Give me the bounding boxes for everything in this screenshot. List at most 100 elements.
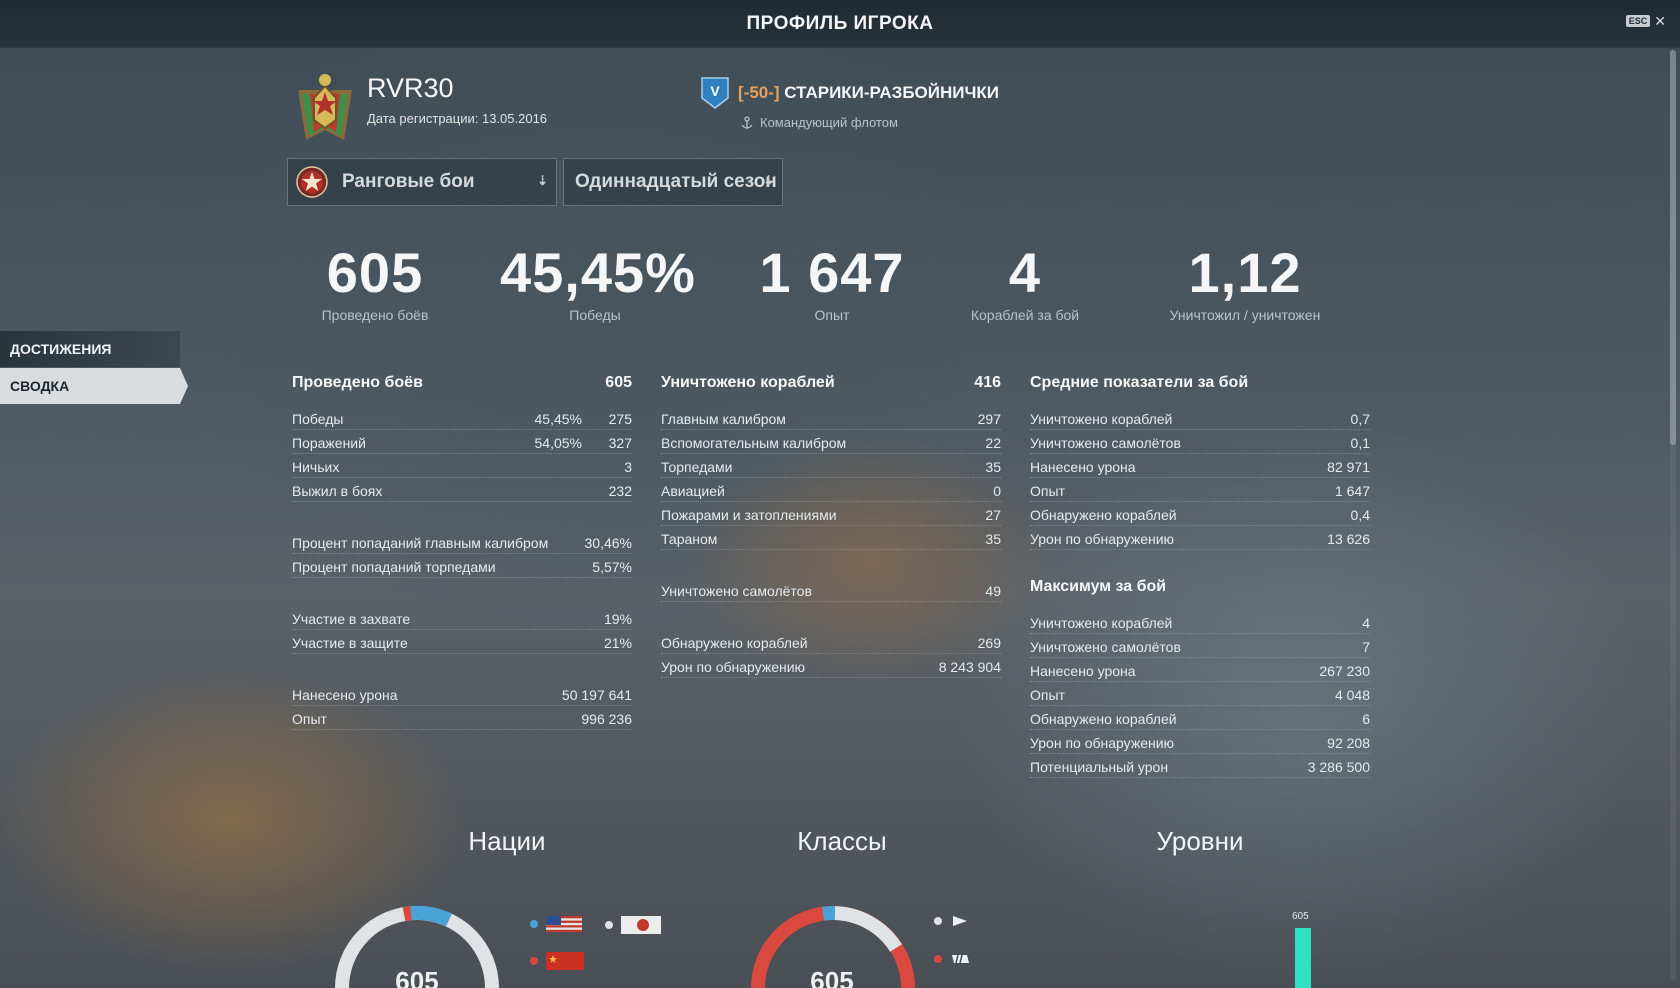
clan-name: СТАРИКИ-РАЗБОЙНИЧКИ bbox=[784, 83, 1000, 102]
battle-type-dropdown[interactable]: Ранговые бои ⇣ bbox=[287, 158, 557, 206]
battle-type-label: Ранговые бои bbox=[342, 171, 475, 192]
table-row: Потенциальный урон 3 286 500 bbox=[1030, 754, 1370, 778]
row-value: 22 bbox=[985, 435, 1001, 451]
table-row: Ничьих 3 bbox=[292, 454, 632, 478]
row-label: Ничьих bbox=[292, 459, 340, 475]
row-label: Торпедами bbox=[661, 459, 733, 475]
stat-value: 1,12 bbox=[1188, 241, 1302, 304]
row-label: Уничтожено самолётов bbox=[661, 583, 812, 599]
classes-ring-other bbox=[822, 905, 836, 921]
row-label: Уничтожено самолётов bbox=[1030, 435, 1181, 451]
row-value: 30,46% bbox=[584, 535, 632, 551]
table-row: Опыт 1 647 bbox=[1030, 478, 1370, 502]
scrollbar[interactable] bbox=[1670, 50, 1676, 980]
legend-dot bbox=[530, 920, 538, 928]
legend-japan[interactable] bbox=[605, 914, 661, 936]
table-row: Обнаружено кораблей 269 bbox=[661, 630, 1001, 654]
nations-heading: Нации bbox=[468, 826, 546, 856]
table-row: Главным калибром 297 bbox=[661, 406, 1001, 430]
section-header: Проведено боёв 605 bbox=[292, 374, 632, 398]
tab-achievements[interactable]: ДОСТИЖЕНИЯ bbox=[0, 331, 180, 367]
row-value: 275 bbox=[608, 411, 632, 427]
destroyed-section: Уничтожено кораблей 416 Главным калибром… bbox=[661, 374, 1001, 678]
close-icon: ✕ bbox=[1654, 13, 1666, 29]
row-label: Уничтожено самолётов bbox=[1030, 639, 1181, 655]
scrollbar-thumb[interactable] bbox=[1670, 50, 1676, 445]
close-button[interactable]: ESC ✕ bbox=[1625, 13, 1666, 29]
legend-china[interactable] bbox=[530, 950, 584, 972]
clan-tier-letter: V bbox=[710, 83, 720, 99]
row-value: 269 bbox=[977, 635, 1001, 651]
row-label: Пожарами и затоплениями bbox=[661, 507, 837, 523]
average-section: Средние показатели за бой Уничтожено кор… bbox=[1030, 374, 1370, 778]
table-row: Уничтожено самолётов 49 bbox=[661, 578, 1001, 602]
table-row: Опыт 996 236 bbox=[292, 706, 632, 730]
row-label: Обнаружено кораблей bbox=[1030, 507, 1177, 523]
table-row: Уничтожено самолётов 7 bbox=[1030, 634, 1370, 658]
table-row: Урон по обнаружению 92 208 bbox=[1030, 730, 1370, 754]
season-dropdown[interactable]: Одиннадцатый сезон ⇣ bbox=[563, 158, 783, 206]
row-value: 267 230 bbox=[1319, 663, 1370, 679]
row-value: 1 647 bbox=[1334, 483, 1370, 499]
clan-role: Командующий флотом bbox=[740, 115, 898, 130]
nations-donut-chart bbox=[335, 905, 499, 988]
row-value: 0 bbox=[993, 483, 1001, 499]
clan-name-link[interactable]: [-50-] СТАРИКИ-РАЗБОЙНИЧКИ bbox=[738, 83, 999, 103]
stat-label: Победы bbox=[569, 307, 621, 323]
table-row: Нанесено урона 267 230 bbox=[1030, 658, 1370, 682]
legend-dot bbox=[530, 957, 538, 965]
table-row: Уничтожено кораблей 4 bbox=[1030, 610, 1370, 634]
section-title: Уничтожено кораблей bbox=[661, 374, 835, 391]
row-label: Обнаружено кораблей bbox=[661, 635, 808, 651]
row-value: 297 bbox=[977, 411, 1001, 427]
section-total: 605 bbox=[605, 374, 632, 391]
table-row: Участие в захвате 19% bbox=[292, 606, 632, 630]
row-label: Потенциальный урон bbox=[1030, 759, 1169, 775]
row-value: 996 236 bbox=[581, 711, 632, 727]
row-label: Нанесено урона bbox=[292, 687, 398, 703]
legend-destroyer[interactable] bbox=[934, 952, 970, 966]
legend-usa[interactable] bbox=[530, 914, 582, 934]
table-row: Урон по обнаружению 8 243 904 bbox=[661, 654, 1001, 678]
tab-summary[interactable]: СВОДКА bbox=[0, 368, 188, 404]
stat-value: 605 bbox=[326, 241, 424, 304]
classes-ring-cruisers bbox=[832, 906, 902, 952]
legend-dot bbox=[934, 917, 942, 925]
row-value: 3 bbox=[624, 459, 632, 475]
stat-label: Проведено боёв bbox=[321, 307, 429, 323]
legend-cruiser[interactable] bbox=[934, 914, 970, 928]
row-value: 92 208 bbox=[1327, 735, 1370, 751]
row-value: 4 bbox=[1362, 615, 1370, 631]
tier-bar-label: 605 bbox=[1292, 911, 1309, 922]
table-row: Нанесено урона 50 197 641 bbox=[292, 682, 632, 706]
destroyer-class-icon bbox=[952, 954, 969, 964]
table-row: Процент попаданий главным калибром 30,46… bbox=[292, 530, 632, 554]
row-value: 7 bbox=[1362, 639, 1370, 655]
usa-flag-icon bbox=[546, 916, 582, 932]
section-header: Уничтожено кораблей 416 bbox=[661, 374, 1001, 398]
row-label: Урон по обнаружению bbox=[661, 659, 806, 675]
rank-emblem-icon bbox=[298, 74, 352, 140]
row-value: 19% bbox=[603, 611, 632, 627]
player-name: RVR30 bbox=[367, 73, 454, 103]
row-label: Поражений bbox=[292, 435, 366, 451]
row-label: Уничтожено кораблей bbox=[1030, 615, 1173, 631]
row-label: Участие в захвате bbox=[292, 611, 411, 627]
section-title: Средние показатели за бой bbox=[1030, 374, 1249, 391]
table-row: Уничтожено самолётов 0,1 bbox=[1030, 430, 1370, 454]
clan-role-label: Командующий флотом bbox=[760, 115, 898, 130]
row-value: 82 971 bbox=[1327, 459, 1370, 475]
row-value: 3 286 500 bbox=[1307, 759, 1370, 775]
section-title: Проведено боёв bbox=[292, 374, 423, 391]
row-label: Участие в защите bbox=[292, 635, 408, 651]
row-value: 35 bbox=[985, 531, 1001, 547]
table-row: Вспомогательным калибром 22 bbox=[661, 430, 1001, 454]
row-label: Урон по обнаружению bbox=[1030, 531, 1175, 547]
table-row: Авиацией 0 bbox=[661, 478, 1001, 502]
row-label: Вспомогательным калибром bbox=[661, 435, 847, 451]
battles-section: Проведено боёв 605 Победы 45,45% 275 Пора… bbox=[292, 374, 632, 730]
row-percent: 45,45% bbox=[534, 411, 582, 427]
row-label: Авиацией bbox=[661, 483, 725, 499]
table-row: Тараном 35 bbox=[661, 526, 1001, 550]
anchor-icon bbox=[741, 115, 753, 129]
